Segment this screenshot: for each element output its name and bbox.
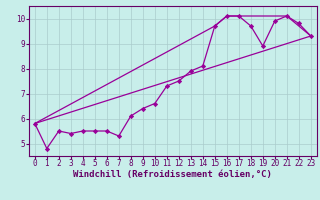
X-axis label: Windchill (Refroidissement éolien,°C): Windchill (Refroidissement éolien,°C) <box>73 170 272 179</box>
